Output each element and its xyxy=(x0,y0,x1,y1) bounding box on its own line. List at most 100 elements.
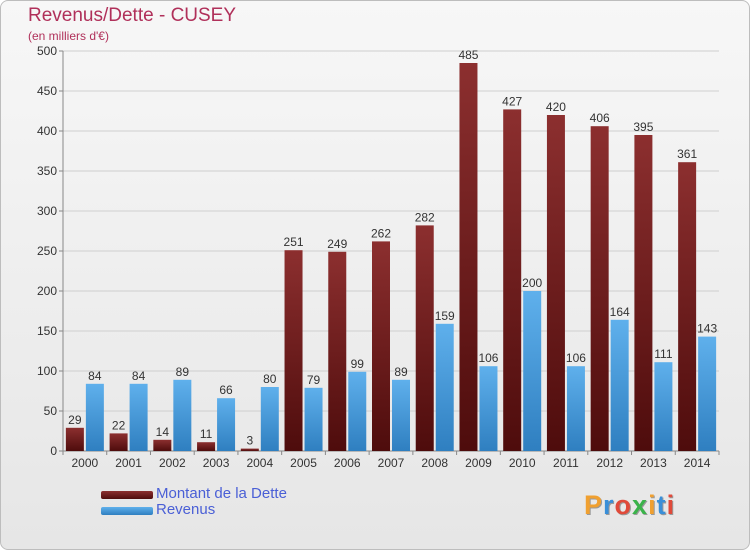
value-label-revenus: 89 xyxy=(176,365,190,379)
value-label-dette: 11 xyxy=(200,427,213,441)
value-label-revenus: 143 xyxy=(697,322,717,336)
proxiti-logo: Proxiti xyxy=(584,490,675,521)
value-label-dette: 14 xyxy=(156,425,170,439)
value-label-revenus: 106 xyxy=(478,351,498,365)
y-tick-label: 250 xyxy=(37,244,57,258)
x-tick-label: 2002 xyxy=(159,456,186,470)
value-label-dette: 29 xyxy=(68,413,82,427)
value-label-dette: 406 xyxy=(590,111,610,125)
bar-dette xyxy=(372,241,390,451)
value-label-revenus: 84 xyxy=(132,369,146,383)
bar-revenus xyxy=(392,379,410,451)
x-tick-label: 2001 xyxy=(115,456,142,470)
value-label-revenus: 84 xyxy=(88,369,102,383)
y-tick-label: 350 xyxy=(37,164,57,178)
y-tick-label: 500 xyxy=(37,44,57,58)
bar-revenus xyxy=(129,383,148,451)
legend-swatch-debt xyxy=(101,491,153,499)
x-tick-label: 2014 xyxy=(684,456,711,470)
bar-revenus xyxy=(260,387,279,451)
y-tick-label: 200 xyxy=(37,284,57,298)
value-label-revenus: 80 xyxy=(263,372,277,386)
value-label-dette: 262 xyxy=(371,226,391,240)
value-label-revenus: 106 xyxy=(566,351,586,365)
x-tick-label: 2007 xyxy=(378,456,405,470)
grid-lines xyxy=(63,50,719,452)
x-tick-label: 2003 xyxy=(203,456,230,470)
axes: 0 50 100 150 200 250 300 350 400 450 500 2000 2001 20… xyxy=(37,44,720,470)
bar-dette xyxy=(109,433,128,451)
bar-revenus xyxy=(435,323,454,451)
bar-revenus xyxy=(698,336,717,451)
y-tick-label: 300 xyxy=(37,204,57,218)
logo-letter: t xyxy=(656,490,667,520)
logo-letter: P xyxy=(584,490,604,520)
logo-letter: o xyxy=(614,490,633,520)
legend-swatch-revenus xyxy=(101,507,153,515)
bar-dette xyxy=(153,439,172,451)
value-label-revenus: 99 xyxy=(351,357,365,371)
bar-revenus xyxy=(217,398,236,451)
y-tick-label: 150 xyxy=(37,324,57,338)
labels: 29 84 22 84 14 89 11 66 3 80 251 79 249 99 262 89 282 159… xyxy=(68,48,717,448)
legend-label-revenus: Revenus xyxy=(156,501,216,518)
y-tick-label: 50 xyxy=(44,404,58,418)
bar-dette xyxy=(240,448,259,451)
bar-dette xyxy=(197,442,216,451)
bars xyxy=(65,63,717,452)
y-tick-label: 100 xyxy=(37,364,57,378)
value-label-dette: 251 xyxy=(284,235,304,249)
bar-dette xyxy=(415,225,434,451)
bar-revenus xyxy=(479,366,498,451)
x-tick-label: 2005 xyxy=(290,456,317,470)
logo-letter: x xyxy=(632,490,649,520)
bar-revenus xyxy=(610,319,629,451)
value-label-dette: 282 xyxy=(415,210,435,224)
bar-revenus xyxy=(85,383,104,451)
bar-revenus xyxy=(523,291,542,451)
bar-revenus xyxy=(654,362,673,451)
value-label-revenus: 89 xyxy=(394,365,408,379)
value-label-dette: 22 xyxy=(112,418,126,432)
value-label-revenus: 111 xyxy=(654,347,673,361)
y-tick-label: 400 xyxy=(37,124,57,138)
value-label-dette: 361 xyxy=(677,147,697,161)
logo-letter: i xyxy=(648,490,657,520)
bar-dette xyxy=(590,126,609,451)
value-label-revenus: 164 xyxy=(610,305,630,319)
bar-revenus xyxy=(304,387,323,451)
bar-dette xyxy=(503,109,522,452)
legend-label-debt: Montant de la Dette xyxy=(156,485,287,502)
x-tick-label: 2013 xyxy=(640,456,667,470)
bar-dette xyxy=(546,115,565,451)
value-label-dette: 249 xyxy=(327,237,347,251)
value-label-dette: 427 xyxy=(502,94,522,108)
chart-title: Revenus/Dette - CUSEY xyxy=(28,5,237,26)
value-label-dette: 395 xyxy=(633,120,653,134)
value-label-revenus: 159 xyxy=(435,309,455,323)
x-tick-label: 2000 xyxy=(72,456,99,470)
x-tick-label: 2008 xyxy=(421,456,448,470)
x-tick-label: 2009 xyxy=(465,456,492,470)
x-tick-label: 2010 xyxy=(509,456,536,470)
value-label-dette: 485 xyxy=(458,48,478,62)
bar-dette xyxy=(634,135,653,451)
bar-dette xyxy=(459,63,478,451)
x-tick-label: 2012 xyxy=(596,456,623,470)
logo-letter: r xyxy=(603,490,615,520)
logo-letter: i xyxy=(666,490,676,520)
bar-dette xyxy=(284,250,303,451)
y-tick-label: 0 xyxy=(50,444,57,458)
bar-revenus xyxy=(173,379,192,451)
value-label-dette: 420 xyxy=(546,100,566,114)
bar-dette xyxy=(65,427,84,451)
bar-dette xyxy=(678,162,697,451)
y-tick-label: 450 xyxy=(37,84,57,98)
value-label-revenus: 79 xyxy=(307,373,321,387)
bar-dette xyxy=(328,251,347,451)
x-tick-label: 2011 xyxy=(553,456,579,470)
value-label-revenus: 200 xyxy=(522,276,542,290)
value-label-dette: 3 xyxy=(246,434,253,448)
x-tick-label: 2004 xyxy=(246,456,273,470)
